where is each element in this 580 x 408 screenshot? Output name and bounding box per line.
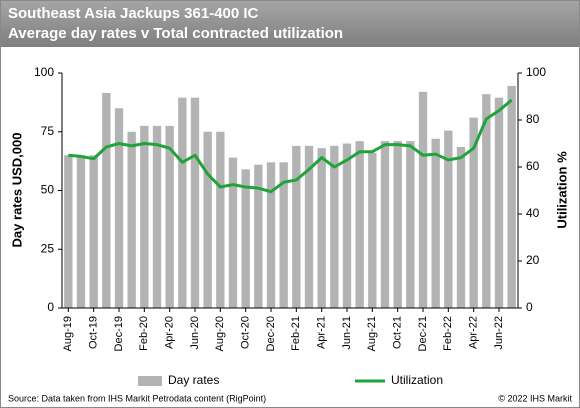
y-tick-label: 0 xyxy=(47,300,54,314)
bar xyxy=(292,145,301,308)
y2-axis-label: Utilization % xyxy=(554,151,569,229)
bar xyxy=(393,141,402,308)
bar xyxy=(114,108,124,308)
bar xyxy=(228,157,238,308)
bar xyxy=(127,131,136,308)
bar xyxy=(216,131,225,308)
bar xyxy=(431,138,440,308)
bar xyxy=(317,148,326,308)
x-tick-label: Dec-20 xyxy=(265,316,277,351)
bar xyxy=(330,145,339,308)
legend-swatch xyxy=(138,376,162,386)
x-tick-label: Dec-21 xyxy=(417,316,429,351)
x-tick-label: Oct-19 xyxy=(88,316,100,349)
x-tick-label: Jun-20 xyxy=(189,316,201,350)
bar xyxy=(342,143,352,308)
x-tick-label: Aug-21 xyxy=(366,316,378,351)
bar xyxy=(266,162,276,308)
x-tick-label: Oct-20 xyxy=(240,316,252,349)
y-tick-label: 25 xyxy=(41,241,55,255)
x-tick-label: Apr-22 xyxy=(468,316,480,349)
legend-label: Day rates xyxy=(168,373,219,387)
y-tick-label: 100 xyxy=(34,65,54,79)
bar xyxy=(102,92,111,308)
x-tick-label: Feb-20 xyxy=(138,316,150,351)
legend-label: Utilization xyxy=(391,373,443,387)
source: Source: Data taken from IHS Markit Petro… xyxy=(8,393,266,403)
bar xyxy=(469,117,478,309)
x-tick-label: Jun-22 xyxy=(493,316,505,350)
y-axis-label: Day rates USD,000 xyxy=(9,133,24,248)
bar xyxy=(368,152,377,308)
y2-tick-label: 20 xyxy=(526,253,540,267)
y-tick-label: 50 xyxy=(41,183,55,197)
bar xyxy=(355,141,364,308)
bar xyxy=(89,155,98,308)
bar xyxy=(254,164,263,308)
y2-tick-label: 0 xyxy=(526,300,533,314)
bar xyxy=(178,97,187,308)
header xyxy=(1,1,579,47)
copyright: © 2022 IHS Markit xyxy=(498,393,572,403)
y2-tick-label: 40 xyxy=(526,206,540,220)
y2-tick-label: 80 xyxy=(526,112,540,126)
bar xyxy=(64,155,73,308)
bar xyxy=(165,125,174,308)
bar xyxy=(190,97,200,308)
chart-title: Southeast Asia Jackups 361-400 IC xyxy=(8,5,259,22)
bar xyxy=(507,85,516,308)
bar xyxy=(241,169,250,308)
bar xyxy=(140,125,149,308)
y2-tick-label: 100 xyxy=(526,65,546,79)
bar xyxy=(279,162,288,308)
bar xyxy=(444,130,453,308)
y2-tick-label: 60 xyxy=(526,159,540,173)
chart-subtitle: Average day rates v Total contracted uti… xyxy=(8,25,343,42)
y-tick-label: 75 xyxy=(41,124,55,138)
x-tick-label: Oct-21 xyxy=(392,316,404,349)
bar xyxy=(304,145,314,308)
x-tick-label: Aug-19 xyxy=(62,316,74,351)
x-tick-label: Apr-20 xyxy=(164,316,176,349)
bar xyxy=(456,147,466,308)
x-tick-label: Dec-19 xyxy=(113,316,125,351)
bar xyxy=(406,141,415,308)
bar xyxy=(494,97,504,308)
bar xyxy=(418,91,428,308)
x-tick-label: Jun-21 xyxy=(341,316,353,350)
bar xyxy=(76,155,86,308)
bar xyxy=(152,125,162,308)
bar xyxy=(380,141,390,308)
bar xyxy=(482,94,491,309)
x-tick-label: Aug-20 xyxy=(214,316,226,351)
x-tick-label: Feb-22 xyxy=(442,316,454,351)
bar xyxy=(203,131,212,308)
x-tick-label: Apr-21 xyxy=(316,316,328,349)
x-tick-label: Feb-21 xyxy=(290,316,302,351)
line xyxy=(68,98,513,194)
